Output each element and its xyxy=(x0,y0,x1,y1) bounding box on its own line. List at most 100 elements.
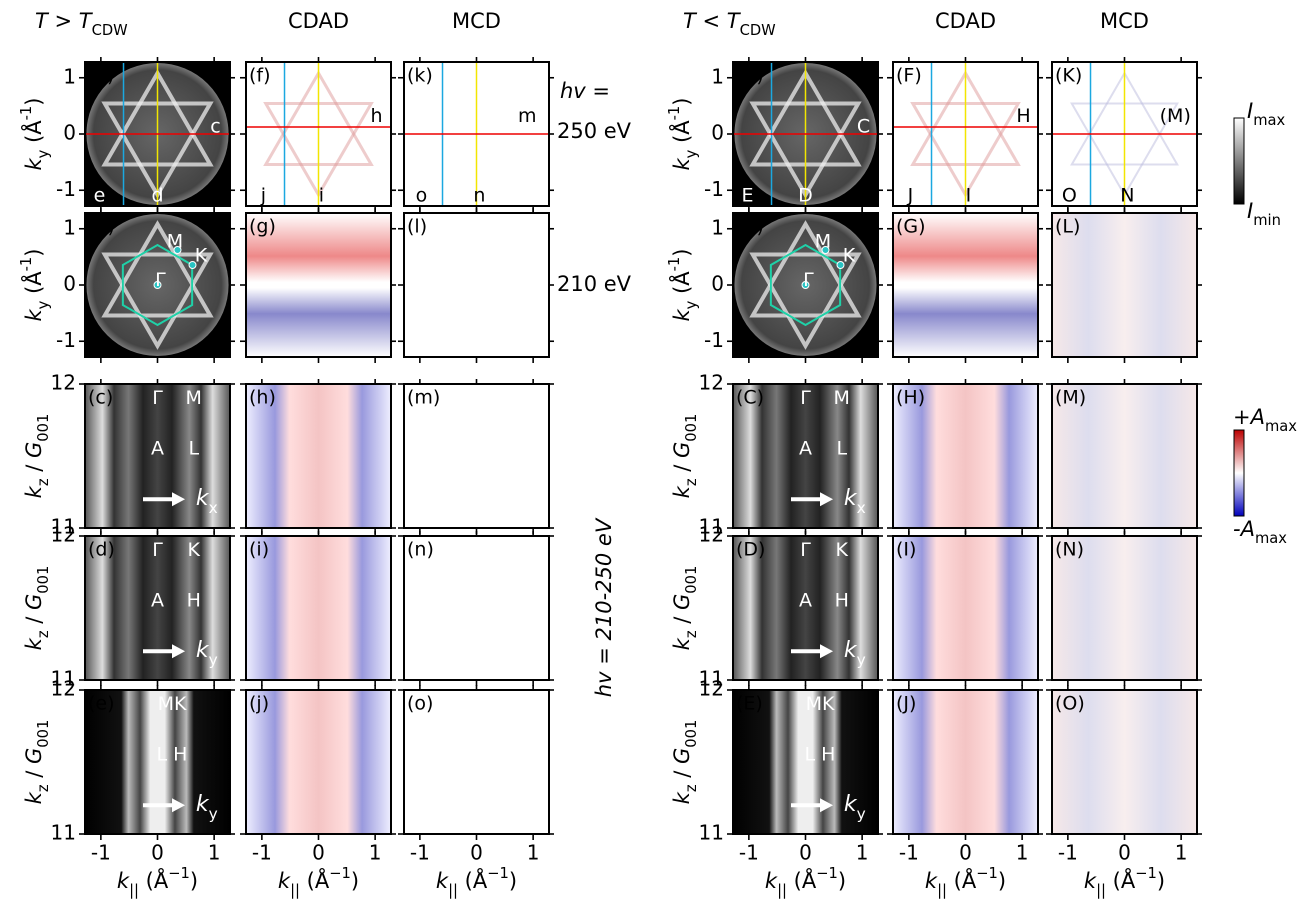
x-tick-label: 1 xyxy=(208,841,221,865)
y-axis-label-part: ) xyxy=(22,98,46,106)
colorbar-label-part: +A xyxy=(1233,405,1265,429)
colorbar-label-part: -A xyxy=(1233,517,1255,541)
panel-note: Γ xyxy=(155,269,166,291)
panel-note-part: y xyxy=(209,805,218,823)
y-axis-label-part: G xyxy=(22,594,46,610)
asymmetry-map xyxy=(893,384,1038,528)
x-axis-label-part: −1 xyxy=(816,865,838,882)
kz-map xyxy=(733,384,878,528)
panel-note: M xyxy=(834,387,850,409)
y-axis-label-part: k xyxy=(22,637,46,650)
y-axis-label: kz / G001 xyxy=(22,720,52,805)
panel-label: (N) xyxy=(1055,539,1084,561)
panel-note: j xyxy=(260,184,266,206)
arrow-head xyxy=(172,492,186,507)
panel-note: I xyxy=(966,184,972,206)
column-header: MCD xyxy=(452,9,501,33)
group-header: T > TCDW xyxy=(35,9,128,39)
y-axis-label-part: ) xyxy=(670,98,694,106)
y-axis-label-part: -1 xyxy=(18,106,35,121)
x-tick-label: 1 xyxy=(1175,841,1188,865)
panel-note: A xyxy=(799,437,812,459)
colorbar-label-part: I xyxy=(1247,199,1253,223)
panel-label: (B) xyxy=(736,216,764,238)
photon-energy-range: hv = 210-250 eV xyxy=(592,517,616,697)
y-tick-label: 0 xyxy=(711,272,724,296)
high-symmetry-point xyxy=(173,246,182,254)
x-tick-label: 1 xyxy=(527,841,540,865)
y-axis-label-part: -1 xyxy=(18,257,35,272)
asymmetry-map xyxy=(246,690,391,834)
x-axis-label-part: k xyxy=(765,869,778,893)
panel-label: (g) xyxy=(249,216,276,238)
x-axis-label-part: −1 xyxy=(168,865,190,882)
panel-note: D xyxy=(798,184,813,206)
panel-note-part: y xyxy=(857,805,866,823)
group-header-part: > xyxy=(48,9,79,33)
arrow-head xyxy=(820,798,834,813)
y-axis-label: ky (Å-1) xyxy=(666,98,700,171)
y-tick-label: 1 xyxy=(63,64,76,88)
x-axis-label-part: k xyxy=(278,869,291,893)
y-axis-label: ky (Å-1) xyxy=(18,98,52,171)
panel-label: (K) xyxy=(1055,65,1082,87)
photon-energy: 210 eV xyxy=(557,272,632,296)
arrow-head xyxy=(172,798,186,813)
y-axis-label-part: z xyxy=(683,784,700,792)
kz-map xyxy=(85,384,230,528)
y-axis-label-part: k xyxy=(670,308,694,321)
colorbar-label-part: max xyxy=(1253,112,1285,129)
y-axis-label-part: z xyxy=(683,630,700,638)
y-axis-label-part: z xyxy=(683,478,700,486)
x-axis-label-part: ) xyxy=(351,869,359,893)
kz-map xyxy=(733,536,878,680)
panel-note: H xyxy=(835,589,849,611)
panel-label: (D) xyxy=(736,539,765,561)
high-symmetry-point xyxy=(801,281,810,289)
x-axis-label: k|| (Å−1) xyxy=(765,865,846,899)
panel-note-part: y xyxy=(857,651,866,669)
panel-label: (o) xyxy=(407,693,433,715)
panel-note-part: k xyxy=(196,486,210,511)
colorbar-label: Imin xyxy=(1247,199,1281,229)
panel-label: (E) xyxy=(736,693,763,715)
y-tick-label: -1 xyxy=(704,177,724,201)
panel-label: (F) xyxy=(896,65,922,87)
x-axis-label-part: k xyxy=(117,869,130,893)
panel-note: K xyxy=(195,245,208,267)
x-axis-label-part: ) xyxy=(1157,869,1165,893)
panel-note-part: k xyxy=(196,792,210,817)
asymmetry-map xyxy=(1052,384,1197,528)
x-axis-label-part: ) xyxy=(509,869,517,893)
x-axis-label-part: k xyxy=(436,869,449,893)
colorbar xyxy=(1233,117,1245,205)
y-tick-label: 0 xyxy=(711,121,724,145)
y-axis-label-part: / xyxy=(22,764,46,784)
asymmetry-map xyxy=(404,536,549,680)
arrow-head xyxy=(172,644,186,659)
panel-label: (a) xyxy=(88,65,114,87)
panel-note: M xyxy=(186,387,202,409)
panel-note: n xyxy=(473,184,485,206)
arrow-head xyxy=(820,644,834,659)
group-header-part: T xyxy=(683,9,698,33)
panel-note-part: k xyxy=(844,486,858,511)
colorbar-label-part: max xyxy=(1255,530,1287,547)
y-axis-label-part: k xyxy=(670,791,694,804)
y-axis-label-part: 001 xyxy=(683,414,700,442)
y-axis-label: ky (Å-1) xyxy=(18,249,52,322)
hexagram xyxy=(101,252,214,350)
panel-note: Γ xyxy=(800,539,811,561)
group-header-part: T xyxy=(79,9,94,33)
x-tick-label: 0 xyxy=(799,841,812,865)
photon-energy-range-part: eV xyxy=(592,517,616,553)
panel-note: H xyxy=(187,589,201,611)
panel-note: ky xyxy=(844,792,866,823)
y-tick-label: 11 xyxy=(699,667,724,691)
x-axis-label: k|| (Å−1) xyxy=(117,865,198,899)
x-axis-label: k|| (Å−1) xyxy=(925,865,1006,899)
x-axis-label-part: || xyxy=(129,882,139,899)
panel-label: (k) xyxy=(407,65,433,87)
panel-note: M xyxy=(815,230,831,252)
y-tick-label: -1 xyxy=(56,177,76,201)
